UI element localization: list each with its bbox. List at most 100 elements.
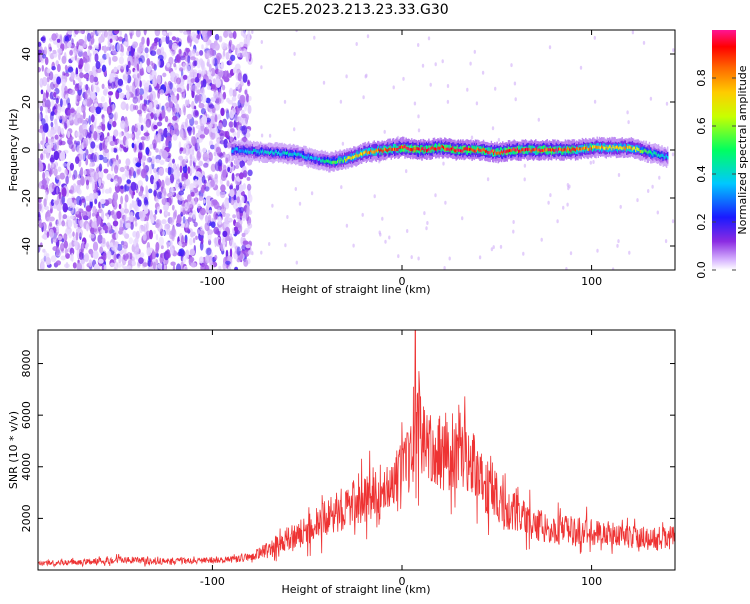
heatmap-noise-cell [184,238,188,247]
heatmap-noise-cell [196,89,202,95]
heatmap-ridge-cell [516,147,519,151]
heatmap-noise-cell [46,231,50,238]
heatmap-noise-cell [185,65,191,72]
heatmap-noise-cell [200,87,205,96]
heatmap-ridge-cell [403,145,405,153]
heatmap-ridge-cell [605,145,607,149]
heatmap-ridge-cell [276,152,279,156]
heatmap-noise-cell [172,158,175,164]
heatmap-noise-cell [151,155,156,165]
heatmap-noise-cell [112,244,118,253]
heatmap-noise-cell [172,134,178,141]
heatmap-noise-cell [101,64,107,73]
heatmap-noise-cell [59,105,66,112]
heatmap-noise-cell [75,231,79,241]
heatmap-noise-cell [85,98,91,107]
heatmap-noise-cell [85,223,89,232]
heatmap-noise-cell [168,140,172,149]
heatmap-noise-cell [234,63,241,71]
heatmap-noise-cell [116,42,122,53]
heatmap-noise-cell [78,84,82,91]
heatmap-ridge-cell [247,149,249,153]
heatmap-noise-cell [144,47,149,54]
heatmap-sparse-cell [417,128,421,133]
heatmap-ridge-cell [303,155,305,159]
heatmap-sparse-cell [665,101,669,106]
heatmap-noise-cell [241,244,247,251]
heatmap-ridge-cell [632,146,635,150]
heatmap-ridge-cell [240,149,242,153]
heatmap-noise-cell [156,74,162,85]
heatmap-ridge-cell [454,149,456,153]
heatmap-noise-cell [153,190,157,197]
heatmap-noise-cell [131,252,138,261]
heatmap-noise-cell [209,255,213,266]
heatmap-noise-cell [134,217,137,222]
heatmap-noise-cell [107,132,110,137]
heatmap-noise-cell [188,256,195,263]
heatmap-sparse-cell [617,239,620,244]
heatmap-noise-cell [107,91,114,96]
heatmap-ridge-cell [382,145,385,153]
heatmap-noise-cell [217,114,222,120]
heatmap-noise-cell [98,36,104,44]
heatmap-noise-cell [119,166,125,173]
heatmap-ridge-cell [654,151,656,155]
heatmap-noise-cell [87,132,92,139]
heatmap-noise-cell [245,244,251,249]
heatmap-ridge-cell [251,150,254,154]
heatmap-noise-cell [235,159,240,166]
heatmap-noise-cell [202,147,207,153]
heatmap-ridge-cell [251,146,254,154]
heatmap-ridge-cell [263,151,265,155]
heatmap-noise-cell [123,123,129,134]
heatmap-noise-cell [226,180,230,187]
heatmap-ridge-cell [392,147,395,151]
heatmap-noise-cell [149,229,153,240]
heatmap-noise-cell [173,62,177,68]
heatmap-ridge-cell [445,147,447,151]
colorbar-tick-label: 0.8 [695,69,708,87]
heatmap-noise-cell [98,178,102,187]
heatmap-noise-cell [188,237,193,246]
heatmap-noise-cell [80,176,85,186]
heatmap-ridge-cell [365,149,367,153]
heatmap-ridge-cell [286,152,288,156]
heatmap-ridge-cell [460,149,462,153]
heatmap-noise-cell [169,173,175,184]
heatmap-noise-cell [61,187,67,198]
heatmap-noise-cell [153,99,159,109]
heatmap-noise-cell [193,158,197,163]
heatmap-noise-cell [134,157,140,162]
heatmap-noise-cell [198,256,204,264]
heatmap-sparse-cell [592,160,595,164]
heatmap-ridge-cell [379,149,381,153]
heatmap-noise-cell [70,56,75,61]
heatmap-noise-cell [179,67,184,72]
heatmap-sparse-cell [631,30,635,35]
heatmap-noise-cell [157,262,162,270]
heatmap-noise-cell [92,205,97,215]
heatmap-ridge-cell [373,150,375,154]
heatmap-noise-cell [50,208,53,214]
heatmap-noise-cell [98,258,104,264]
heatmap-noise-cell [205,97,211,104]
heatmap-ytick-label: 20 [20,95,33,109]
heatmap-ridge-cell [414,149,416,153]
heatmap-noise-cell [224,70,227,77]
heatmap-noise-cell [50,255,57,263]
heatmap-noise-cell [80,167,84,177]
heatmap-sparse-cell [355,42,358,46]
heatmap-ridge-cell [273,152,275,156]
heatmap-ridge-cell [652,153,654,157]
heatmap-noise-cell [130,181,137,192]
heatmap-noise-cell [76,146,80,153]
heatmap-noise-cell [230,128,235,133]
heatmap-noise-cell [239,94,246,105]
heatmap-noise-cell [113,129,119,137]
heatmap-ridge-cell [246,150,248,154]
heatmap-sparse-cell [466,87,469,92]
heatmap-noise-cell [124,208,129,214]
heatmap-xtick-label: -100 [200,275,225,288]
heatmap-noise-cell [155,133,162,143]
